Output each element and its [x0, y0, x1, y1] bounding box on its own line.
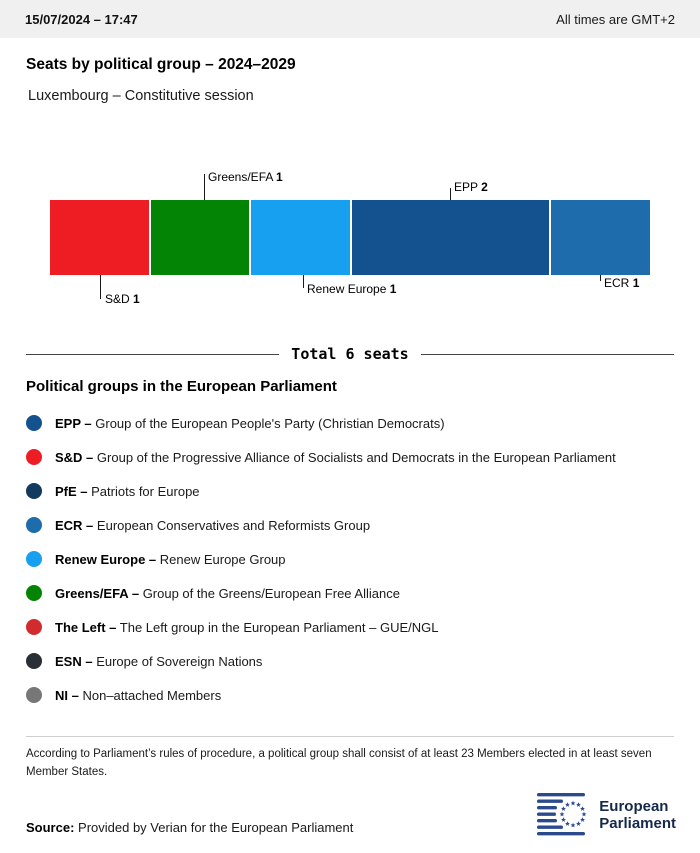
- legend-item-renew: Renew Europe – Renew Europe Group: [26, 542, 616, 576]
- datetime-text: 15/07/2024 – 17:47: [25, 11, 138, 27]
- legend-item-ni: NI – Non–attached Members: [26, 678, 616, 712]
- header-bar: 15/07/2024 – 17:47 All times are GMT+2: [0, 0, 700, 38]
- page-subtitle: Luxembourg – Constitutive session: [28, 88, 254, 104]
- callout-label-renew: Renew Europe 1: [307, 282, 396, 296]
- legend-abbr: ESN –: [55, 653, 93, 669]
- footnote: According to Parliament’s rules of proce…: [26, 736, 674, 782]
- ep-logo-word-2: Parliament: [599, 815, 676, 832]
- source-label: Source:: [26, 820, 75, 835]
- legend-dot-ecr: [26, 517, 42, 533]
- bar-segment-greens: [150, 200, 250, 275]
- callout-tick-renew: [303, 275, 304, 288]
- legend-item-pfe: PfE – Patriots for Europe: [26, 474, 616, 508]
- legend-list: EPP – Group of the European People's Par…: [26, 406, 616, 712]
- seats-bar: [50, 200, 651, 275]
- source-line: Source: Provided by Verian for the Europ…: [26, 820, 353, 835]
- divider-line-right: [420, 353, 674, 355]
- legend-dot-pfe: [26, 483, 42, 499]
- page-title: Seats by political group – 2024–2029: [26, 56, 296, 73]
- callout-sd-name: S&D: [105, 292, 130, 306]
- legend-abbr: NI –: [55, 687, 79, 703]
- bar-segment-ecr: [551, 200, 651, 275]
- legend-desc: Europe of Sovereign Nations: [96, 653, 263, 669]
- legend-item-sd: S&D – Group of the Progressive Alliance …: [26, 440, 616, 474]
- callout-label-sd: S&D 1: [105, 292, 140, 306]
- legend-dot-esn: [26, 653, 42, 669]
- legend-dot-renew: [26, 551, 42, 567]
- callout-epp-seats: 2: [481, 180, 488, 194]
- legend-desc: The Left group in the European Parliamen…: [119, 619, 439, 635]
- legend-desc: Patriots for Europe: [91, 483, 200, 499]
- timezone-note: All times are GMT+2: [556, 11, 675, 27]
- callout-label-epp: EPP 2: [454, 180, 488, 194]
- callout-renew-seats: 1: [389, 282, 397, 296]
- legend-dot-epp: [26, 415, 42, 431]
- legend-desc: Renew Europe Group: [159, 551, 286, 567]
- bar-segment-sd: [50, 200, 149, 275]
- legend-abbr: PfE –: [55, 483, 88, 499]
- source-text: Provided by Verian for the European Parl…: [78, 820, 354, 835]
- callout-tick-ecr: [600, 275, 601, 281]
- legend-desc: Group of the Greens/European Free Allian…: [142, 585, 400, 601]
- legend-heading: Political groups in the European Parliam…: [26, 378, 337, 395]
- legend-desc: European Conservatives and Reformists Gr…: [96, 517, 371, 533]
- callout-greens-name: Greens/EFA: [208, 170, 273, 184]
- callout-label-greens: Greens/EFA 1: [208, 170, 283, 184]
- legend-desc: Non–attached Members: [82, 687, 222, 703]
- callout-tick-greens: [204, 174, 205, 200]
- divider-line-left: [26, 353, 280, 355]
- legend-desc: Group of the European People's Party (Ch…: [95, 415, 445, 431]
- legend-item-epp: EPP – Group of the European People's Par…: [26, 406, 616, 440]
- total-seats-divider: Total 6 seats: [26, 345, 674, 363]
- total-seats-label: Total 6 seats: [291, 345, 409, 363]
- legend-dot-left: [26, 619, 42, 635]
- legend-abbr: S&D –: [55, 449, 94, 465]
- legend-item-left: The Left – The Left group in the Europea…: [26, 610, 616, 644]
- legend-desc: Group of the Progressive Alliance of Soc…: [96, 449, 616, 465]
- ep-logo-icon: [537, 793, 587, 836]
- callout-epp-name: EPP: [454, 180, 478, 194]
- callout-ecr-seats: 1: [632, 276, 640, 290]
- callout-greens-seats: 1: [276, 170, 283, 184]
- legend-abbr: EPP –: [55, 415, 92, 431]
- callout-tick-sd: [100, 275, 101, 299]
- legend-item-ecr: ECR – European Conservatives and Reformi…: [26, 508, 616, 542]
- bar-segment-renew: [251, 200, 351, 275]
- legend-abbr: The Left –: [55, 619, 117, 635]
- legend-abbr: Renew Europe –: [55, 551, 157, 567]
- callout-tick-epp: [450, 188, 451, 200]
- ep-logo-word-1: European: [599, 797, 669, 815]
- callout-ecr-name: ECR: [604, 276, 630, 290]
- callout-renew-name: Renew Europe: [307, 282, 387, 296]
- seats-chart: Greens/EFA 1 EPP 2 S&D 1 Renew Europe 1 …: [0, 160, 700, 330]
- legend-dot-ni: [26, 687, 42, 703]
- ep-logo-wordmark: European Parliament: [599, 798, 676, 833]
- legend-item-esn: ESN – Europe of Sovereign Nations: [26, 644, 616, 678]
- legend-dot-sd: [26, 449, 42, 465]
- bar-segment-epp: [352, 200, 550, 275]
- ep-logo: European Parliament: [537, 792, 676, 838]
- legend-abbr: Greens/EFA –: [55, 585, 140, 601]
- legend-dot-greens: [26, 585, 42, 601]
- callout-sd-seats: 1: [133, 292, 140, 306]
- legend-abbr: ECR –: [55, 517, 94, 533]
- legend-item-greens: Greens/EFA – Group of the Greens/Europea…: [26, 576, 616, 610]
- callout-label-ecr: ECR 1: [604, 276, 639, 290]
